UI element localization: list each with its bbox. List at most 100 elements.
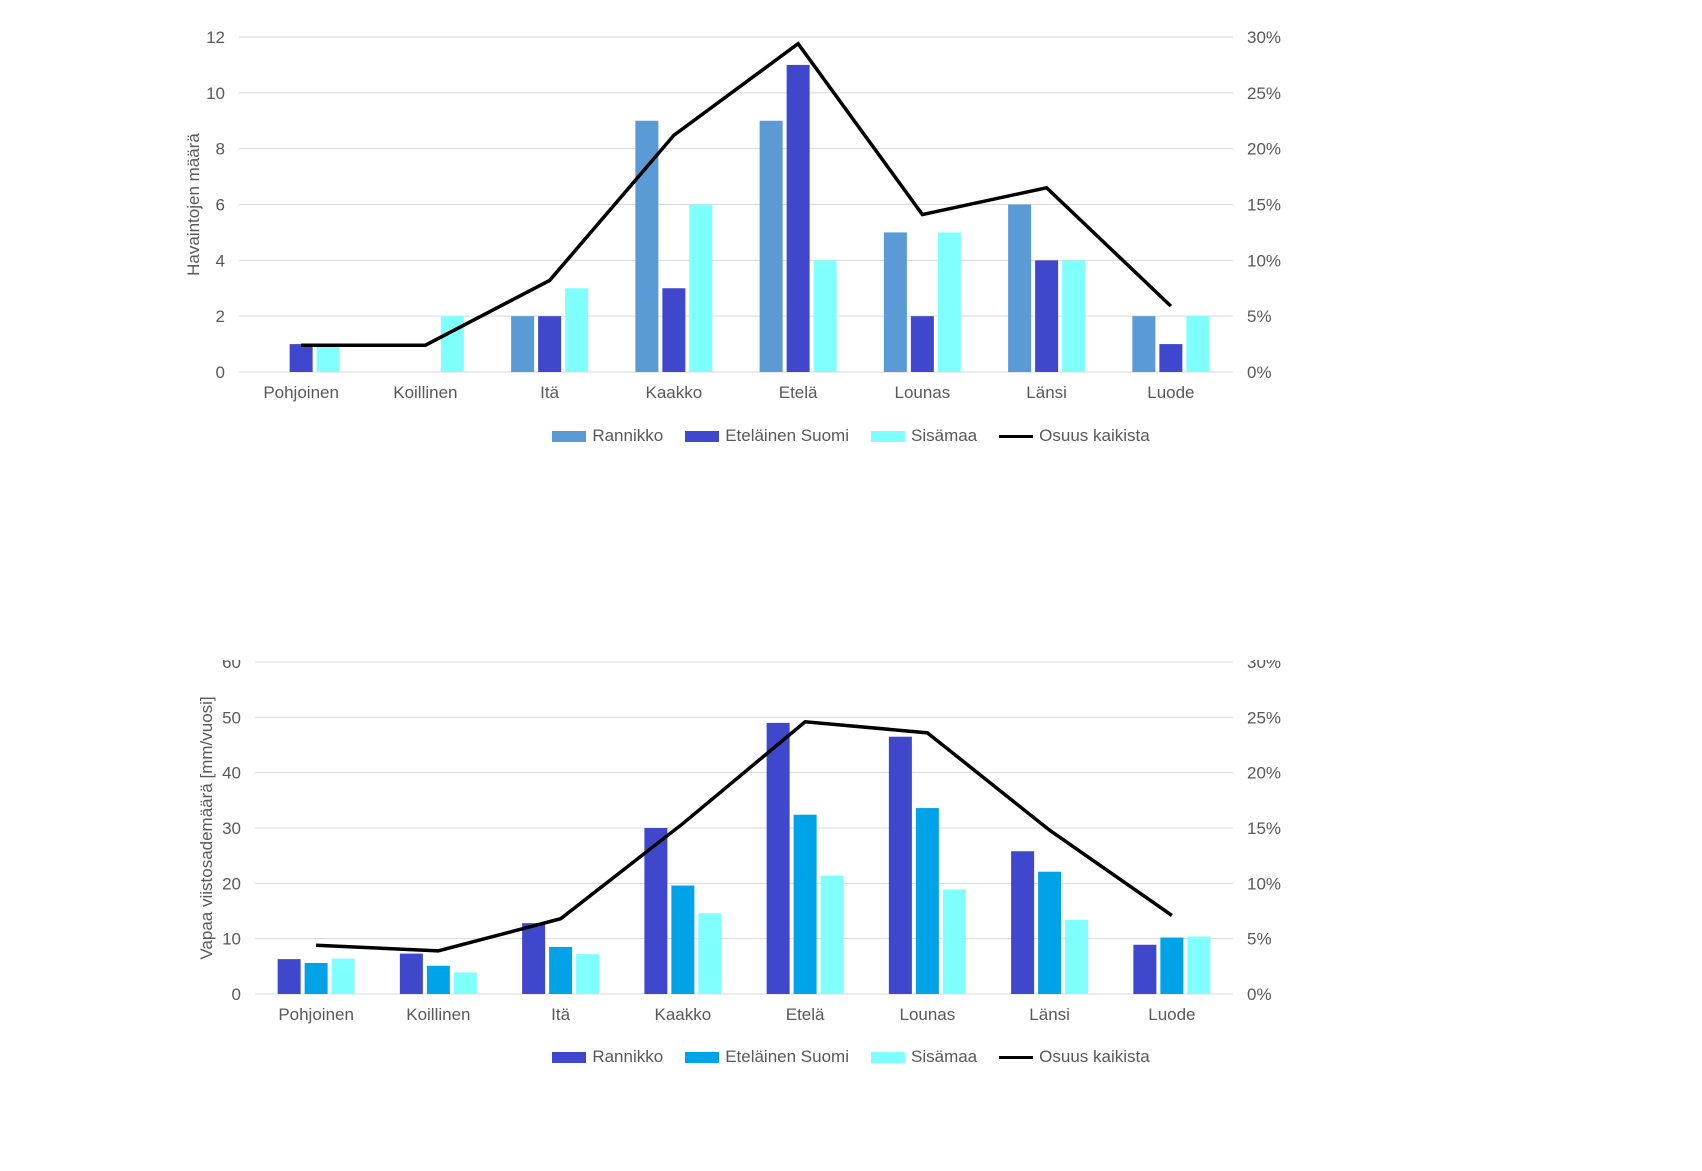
chart2-bar-0 <box>522 923 546 994</box>
chart2-y2-tick-label: 20% <box>1247 764 1281 783</box>
chart2-legend-swatch <box>685 1051 720 1063</box>
chart2-x-tick-label: Koillinen <box>406 1005 470 1024</box>
chart2-legend-label: Rannikko <box>592 1047 664 1066</box>
chart2-bar-1 <box>426 965 450 994</box>
chart2-bar-0 <box>1133 944 1157 994</box>
chart1-bar-0 <box>511 316 535 372</box>
chart2-bar-1 <box>549 946 573 994</box>
chart2-bar-1 <box>793 814 817 994</box>
chart1-legend-label: Eteläinen Suomi <box>725 426 849 445</box>
chart1-legend-swatch <box>871 430 905 442</box>
chart1-legend-item: Eteläinen Suomi <box>685 426 849 446</box>
chart2-legend-item: Sisämaa <box>871 1047 977 1067</box>
chart1-y-tick-label: 2 <box>216 307 225 326</box>
chart-observations-legend: Rannikko Eteläinen Suomi Sisämaa Osuus kaik… <box>0 426 1702 446</box>
chart1-bar-0 <box>635 120 659 372</box>
chart1-y2-tick-label: 5% <box>1247 307 1272 326</box>
chart2-x-tick-label: Pohjoinen <box>278 1005 354 1024</box>
chart1-bar-2 <box>813 260 837 372</box>
chart1-y2-tick-label: 20% <box>1247 140 1281 159</box>
chart2-x-tick-label: Luode <box>1148 1005 1195 1024</box>
chart-observations: 0 2 4 6 8 10 12 0% 5% 10% 15% 20% 25% 30% Havaintojen … <box>0 0 1702 510</box>
chart1-y-tick-label: 4 <box>216 251 225 270</box>
chart2-y-axis-title: Vapaa viistosademäärä [mm/vuosi] <box>197 696 216 959</box>
chart2-y2-tick-label: 5% <box>1247 930 1272 949</box>
chart1-x-tick-label: Luode <box>1147 383 1194 402</box>
chart2-y2-tick-label: 25% <box>1247 708 1281 727</box>
chart2-bar-2 <box>1187 936 1211 994</box>
chart-driving-rain-svg: 0 10 20 30 40 50 60 0% 5% 10% 15% 20% 25% 30% Vapaa vi… <box>197 660 1281 1024</box>
chart2-bar-1 <box>1160 937 1184 994</box>
chart2-bar-0 <box>644 828 668 994</box>
chart1-bar-1 <box>538 316 562 372</box>
chart1-y2-tick-label: 25% <box>1247 84 1281 103</box>
chart1-bar-0 <box>1132 316 1156 372</box>
chart1-bar-0 <box>1008 204 1032 372</box>
chart2-y-tick-label: 40 <box>222 764 241 783</box>
chart1-bar-2 <box>937 232 961 372</box>
chart2-y2-tick-label: 15% <box>1247 819 1281 838</box>
chart1-bar-2 <box>440 316 464 372</box>
chart1-x-tick-label: Etelä <box>779 383 818 402</box>
chart1-bar-2 <box>1062 260 1086 372</box>
chart1-bar-1 <box>910 316 934 372</box>
chart2-legend-item: Rannikko <box>552 1047 663 1067</box>
chart1-x-tick-label: Itä <box>540 383 559 402</box>
chart1-x-tick-label: Pohjoinen <box>263 383 339 402</box>
chart2-legend-label: Osuus kaikista <box>1039 1047 1150 1066</box>
chart1-legend-label: Sisämaa <box>911 426 978 445</box>
chart2-y-tick-label: 60 <box>222 660 241 672</box>
chart2-x-tick-label: Kaakko <box>655 1005 712 1024</box>
chart1-y-tick-label: 0 <box>216 363 225 382</box>
chart2-legend-item: Osuus kaikista <box>999 1047 1150 1067</box>
chart1-x-tick-label: Kaakko <box>646 383 703 402</box>
chart1-y2-tick-label: 30% <box>1247 28 1281 47</box>
chart1-bar-1 <box>1159 344 1183 372</box>
chart1-x-tick-label: Lounas <box>894 383 950 402</box>
chart1-y-axis-title: Havaintojen määrä <box>184 133 203 276</box>
chart2-legend-label: Sisämaa <box>911 1047 978 1066</box>
chart1-bar-2 <box>316 344 340 372</box>
chart-driving-rain-legend: Rannikko Eteläinen Suomi Sisämaa Osuus kaik… <box>0 1047 1702 1067</box>
chart1-x-tick-label: Länsi <box>1026 383 1067 402</box>
chart2-bar-0 <box>888 736 912 994</box>
chart2-bar-2 <box>942 889 966 994</box>
chart2-legend-swatch <box>999 1055 1034 1059</box>
chart1-y2-tick-label: 10% <box>1247 251 1281 270</box>
chart1-y-tick-label: 10 <box>206 84 225 103</box>
chart2-bar-0 <box>277 959 301 994</box>
chart2-bar-1 <box>1038 871 1062 994</box>
chart1-bar-1 <box>1035 260 1059 372</box>
chart2-x-tick-label: Länsi <box>1029 1005 1070 1024</box>
chart1-y-tick-label: 8 <box>216 140 225 159</box>
chart2-y-tick-label: 10 <box>222 930 241 949</box>
chart1-bar-1 <box>786 64 810 373</box>
chart2-bar-2 <box>576 954 600 994</box>
chart1-bar-0 <box>883 232 907 372</box>
chart2-legend-label: Eteläinen Suomi <box>725 1047 849 1066</box>
chart1-bar-2 <box>565 288 589 372</box>
chart1-bar-1 <box>662 288 686 372</box>
chart2-y-tick-label: 50 <box>222 708 241 727</box>
chart2-line-series <box>316 719 1173 953</box>
chart1-legend-swatch <box>999 434 1034 438</box>
chart1-legend-swatch <box>552 430 587 442</box>
chart2-bar-1 <box>304 963 328 994</box>
chart2-bar-2 <box>820 875 844 994</box>
chart2-legend-swatch <box>552 1051 587 1063</box>
chart1-bar-0 <box>759 120 783 372</box>
chart2-legend-item: Eteläinen Suomi <box>685 1047 849 1067</box>
chart2-bar-1 <box>671 885 695 994</box>
chart2-x-tick-label: Itä <box>551 1005 570 1024</box>
chart2-bar-0 <box>766 722 790 994</box>
chart-observations-svg: 0 2 4 6 8 10 12 0% 5% 10% 15% 20% 25% 30% Havaintojen … <box>184 28 1281 402</box>
chart2-bar-0 <box>1011 851 1035 994</box>
chart1-bar-2 <box>1186 316 1210 372</box>
chart1-x-tick-label: Koillinen <box>393 383 457 402</box>
chart2-legend-swatch <box>871 1051 905 1063</box>
chart2-y-tick-label: 20 <box>222 874 241 893</box>
chart1-legend-label: Rannikko <box>592 426 664 445</box>
chart1-legend-item: Osuus kaikista <box>999 426 1150 446</box>
chart2-bar-2 <box>331 958 355 994</box>
chart-driving-rain: 0 10 20 30 40 50 60 0% 5% 10% 15% 20% 25% 30% Vapaa vi… <box>0 660 1702 1171</box>
